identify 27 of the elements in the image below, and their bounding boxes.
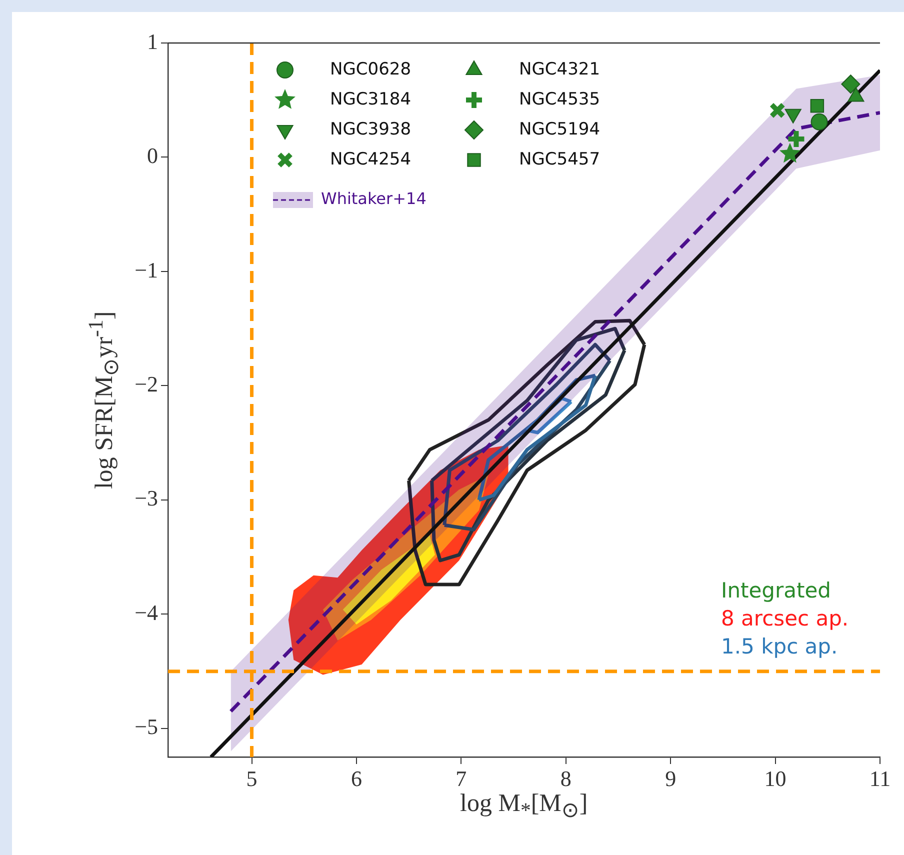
y-tick-label: −3	[134, 486, 158, 511]
annotation: Integrated	[721, 578, 831, 602]
legend-label: NGC5457	[519, 149, 600, 170]
x-axis-title: log M$_{*}$[M$_{⊙}$]	[460, 790, 588, 823]
x-tick-label: 10	[764, 766, 786, 791]
y-tick-label: −1	[134, 257, 158, 282]
legend-label: NGC5194	[519, 119, 600, 140]
x-tick-label: 6	[350, 766, 362, 791]
legend-label: NGC0628	[330, 59, 412, 80]
legend-label: NGC3184	[330, 89, 412, 110]
annotation: 1.5 kpc ap.	[721, 634, 838, 658]
x-tick-label: 11	[869, 766, 891, 791]
legend-label: Whitaker+14	[321, 189, 426, 208]
x-tick-label: 9	[665, 766, 676, 791]
y-tick-label: −4	[134, 600, 158, 625]
x-tick-label: 8	[560, 766, 572, 791]
annotation: 8 arcsec ap.	[721, 606, 849, 630]
y-tick-label: 1	[147, 28, 158, 54]
y-tick-label: −5	[134, 714, 158, 740]
x-tick-label: 5	[246, 766, 258, 791]
x-tick-label: 7	[456, 766, 467, 791]
legend-label: NGC4321	[519, 59, 600, 80]
legend-label: NGC4254	[330, 149, 412, 170]
legend-label: NGC3938	[330, 119, 412, 140]
legend-label: NGC4535	[519, 89, 600, 110]
y-tick-label: −2	[134, 372, 158, 396]
y-tick-label: 0	[147, 143, 158, 168]
